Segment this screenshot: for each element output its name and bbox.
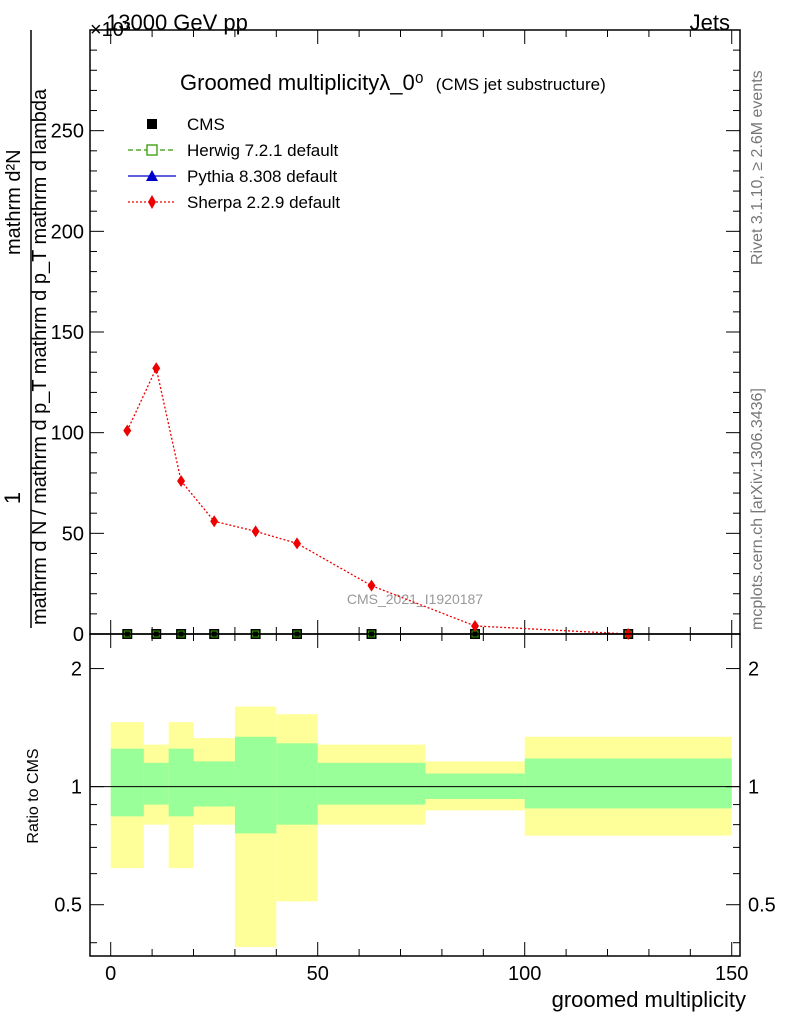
legend-marker-sherpa [148,195,156,209]
legend-item-cms: CMS [147,115,225,134]
x-tick-label: 0 [105,963,116,985]
legend-item-pythia: Pythia 8.308 default [128,167,338,186]
ratio-y-tick-label-right: 0.5 [748,895,776,917]
main-y-tick-label: 200 [51,221,84,243]
mcplots-label: mcplots.cern.ch [arXiv:1306.3436] [749,388,766,630]
sherpa-point [177,474,186,487]
ratio-band-green-3 [193,761,235,807]
analysis-watermark: CMS_2021_I1920187 [347,591,483,607]
legend-label-cms: CMS [187,115,225,134]
chart-title: Groomed multiplicityλ_0⁰ (CMS jet substr… [180,70,606,95]
main-y-tick-label: 50 [62,523,84,545]
ratio-y-tick-label: 2 [71,659,82,681]
sherpa-point [152,362,161,375]
chart-title-main: Groomed multiplicityλ_0⁰ [180,70,424,95]
legend-label-pythia: Pythia 8.308 default [187,167,338,186]
sherpa-point [210,515,219,528]
legend-item-sherpa: Sherpa 2.2.9 default [128,193,340,212]
sherpa-point [471,619,480,632]
legend: CMS Herwig 7.2.1 default Pythia 8.308 defa… [128,115,340,212]
sherpa-point [367,579,376,592]
header-energy-label: 13000 GeV pp [106,10,248,35]
ratio-band-green-2 [168,748,194,817]
legend-marker-herwig [146,144,158,156]
ratio-band-green-0 [110,748,144,817]
ratio-band-green-4 [234,736,277,834]
legend-label-herwig: Herwig 7.2.1 default [187,141,338,160]
ratio-ylabel: Ratio to CMS [25,748,42,843]
ratio-y-tick-label-right: 2 [748,659,759,681]
ratio-plot-area: 0 50 100 150 0.5 0.5 1 1 2 2 [54,633,776,985]
ratio-y-tick-label-right: 1 [748,777,759,799]
main-plot-area: 0 50 100 150 200 250 [51,29,741,646]
main-ylabel-numerator: mathrm d²N [3,149,25,255]
main-ylabel-denominator: mathrm d N / mathrm d p_T mathrm d p_T m… [29,88,51,625]
ratio-band-green-6 [317,762,426,805]
ratio-frame [89,633,741,957]
rivet-label: Rivet 3.1.10, ≥ 2.6M events [749,70,766,265]
ratio-band-green-8 [524,758,732,809]
header-jets-label: Jets [690,10,730,35]
ratio-band-green-1 [143,762,169,805]
sherpa-point [251,525,260,538]
legend-item-herwig: Herwig 7.2.1 default [128,141,338,160]
sherpa-point [123,424,132,437]
main-y-tick-label: 150 [51,322,84,344]
x-tick-label: 150 [715,963,748,985]
sherpa-line [126,366,629,635]
legend-label-sherpa: Sherpa 2.2.9 default [187,193,340,212]
x-tick-label: 100 [508,963,541,985]
ratio-y-tick-label: 1 [71,777,82,799]
chart-subtitle: (CMS jet substructure) [436,75,606,94]
ratio-band-green-5 [276,743,318,825]
main-ylabel-top: 1 [0,492,25,504]
ratio-y-tick-label: 0.5 [54,895,82,917]
main-y-tick-label: 250 [51,121,84,143]
legend-marker-cms [147,119,157,129]
main-y-tick-label: 100 [51,423,84,445]
sherpa-point [293,537,302,550]
x-tick-label: 50 [307,963,329,985]
legend-marker-pythia [146,170,158,181]
ratio-xlabel: groomed multiplicity [552,987,746,1012]
main-y-tick-label: 0 [73,624,84,646]
